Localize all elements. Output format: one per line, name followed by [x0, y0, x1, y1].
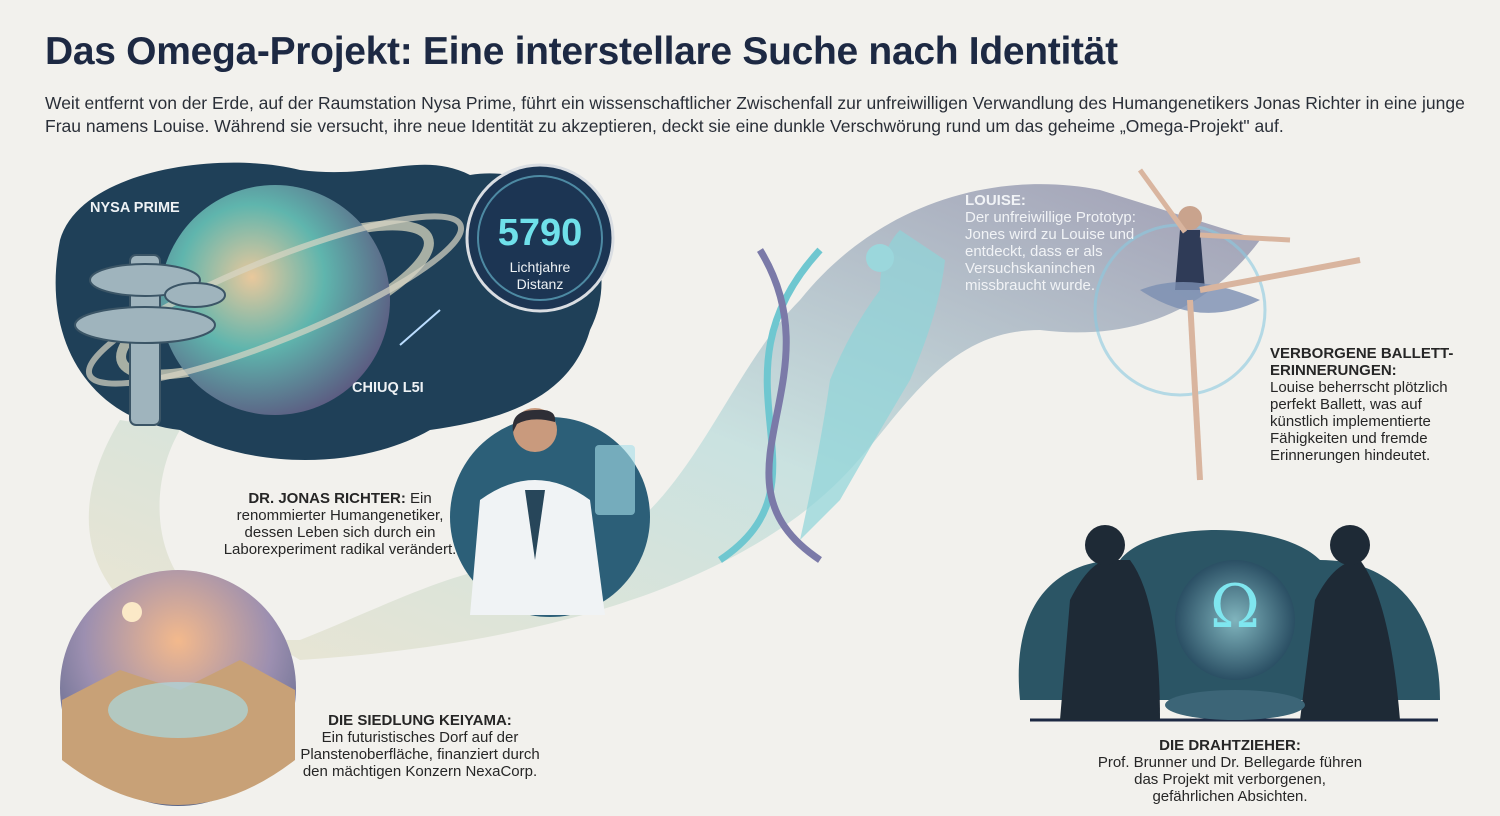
moon-icon — [122, 602, 142, 622]
page-title: Das Omega-Projekt: Eine interstellare Su… — [45, 30, 1118, 73]
distance-unit: Lichtjahre Distanz — [468, 259, 612, 293]
scientist-heading: DR. JONAS RICHTER: — [248, 490, 406, 507]
planet-image — [160, 185, 390, 415]
space-station-image — [74, 254, 226, 426]
distance-value: 5790 — [497, 212, 583, 254]
scientist-text: Ein renommierter Humangenetiker, dessen … — [223, 490, 457, 558]
louise-figure-image — [800, 230, 945, 540]
ballet-caption: VERBORGENE BALLETT-ERINNERUNGEN: Louise b… — [1270, 345, 1480, 464]
louise-caption: LOUISE: Der unfreiwillige Prototyp: Jones… — [965, 192, 1155, 294]
masterminds-heading: DIE DRAHTZIEHER: — [1159, 737, 1301, 754]
louise-text: Der unfreiwillige Prototyp: Jones wird z… — [965, 209, 1136, 294]
comet-icon — [399, 309, 441, 346]
ballerina-image — [1137, 168, 1361, 481]
ballet-heading: VERBORGENE BALLETT-ERINNERUNGEN: — [1270, 345, 1454, 379]
bellegarde-silhouette — [1300, 560, 1400, 720]
masterminds-caption: DIE DRAHTZIEHER: Prof. Brunner und Dr. Be… — [1095, 737, 1365, 805]
distance-badge — [465, 163, 615, 313]
distance-unit-line1: Lichtjahre — [509, 259, 571, 275]
omega-symbol: Ω — [1210, 572, 1260, 642]
story-path-ribbon — [88, 184, 1261, 660]
dna-helix-image — [718, 247, 823, 563]
ballet-text: Louise beherrscht plötzlich perfekt Ball… — [1270, 379, 1448, 464]
settlement-text: Ein futuristisches Dorf auf der Plansten… — [300, 729, 540, 780]
settlement-heading: DIE SIEDLUNG KEIYAMA: — [328, 712, 512, 729]
distance-unit-line2: Distanz — [516, 276, 564, 292]
station-label: NYSA PRIME — [90, 200, 180, 216]
scientist-caption: DR. JONAS RICHTER: Ein renommierter Huma… — [222, 490, 458, 558]
settlement-caption: DIE SIEDLUNG KEIYAMA: Ein futuristisches … — [300, 712, 540, 780]
louise-heading: LOUISE: — [965, 192, 1026, 209]
masterminds-text: Prof. Brunner und Dr. Bellegarde führen … — [1097, 754, 1363, 805]
planet-label: CHIUQ L5I — [352, 380, 424, 396]
brunner-silhouette — [1060, 560, 1160, 720]
intro-text: Weit entfernt von der Erde, auf der Raum… — [45, 93, 1465, 136]
